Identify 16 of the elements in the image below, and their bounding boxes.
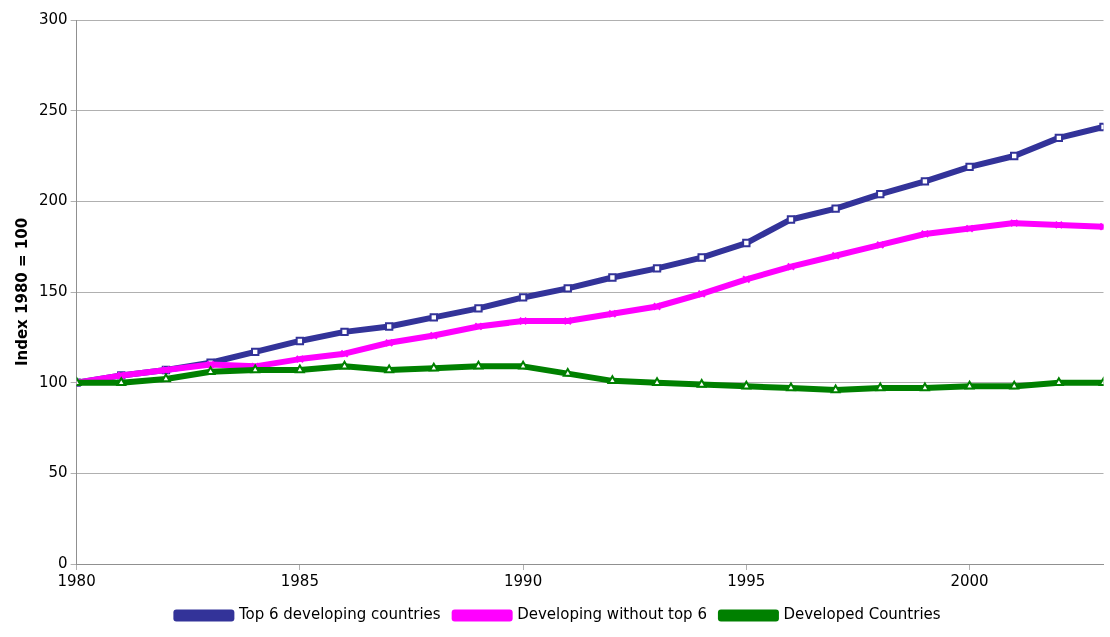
legend-label: Developing without top 6	[517, 605, 707, 624]
x-tick-label: 1995	[727, 571, 766, 590]
y-tick-label: 50	[48, 463, 68, 482]
y-tick-label: 150	[38, 281, 68, 300]
legend-label: Top 6 developing countries	[237, 605, 441, 624]
y-tick-label: 200	[38, 191, 68, 210]
y-axis-title: Index 1980 = 100	[12, 217, 31, 367]
y-tick-label: 250	[38, 100, 68, 119]
x-tick-label: 1980	[57, 571, 96, 590]
y-tick-label: 300	[38, 9, 68, 28]
y-tick-label: 100	[38, 372, 68, 391]
x-tick-label: 1990	[504, 571, 543, 590]
x-tick-label: 1985	[280, 571, 319, 590]
y-tick-label: 0	[58, 553, 68, 572]
legend-label: Developed Countries	[783, 605, 941, 624]
x-tick-label: 2000	[950, 571, 989, 590]
